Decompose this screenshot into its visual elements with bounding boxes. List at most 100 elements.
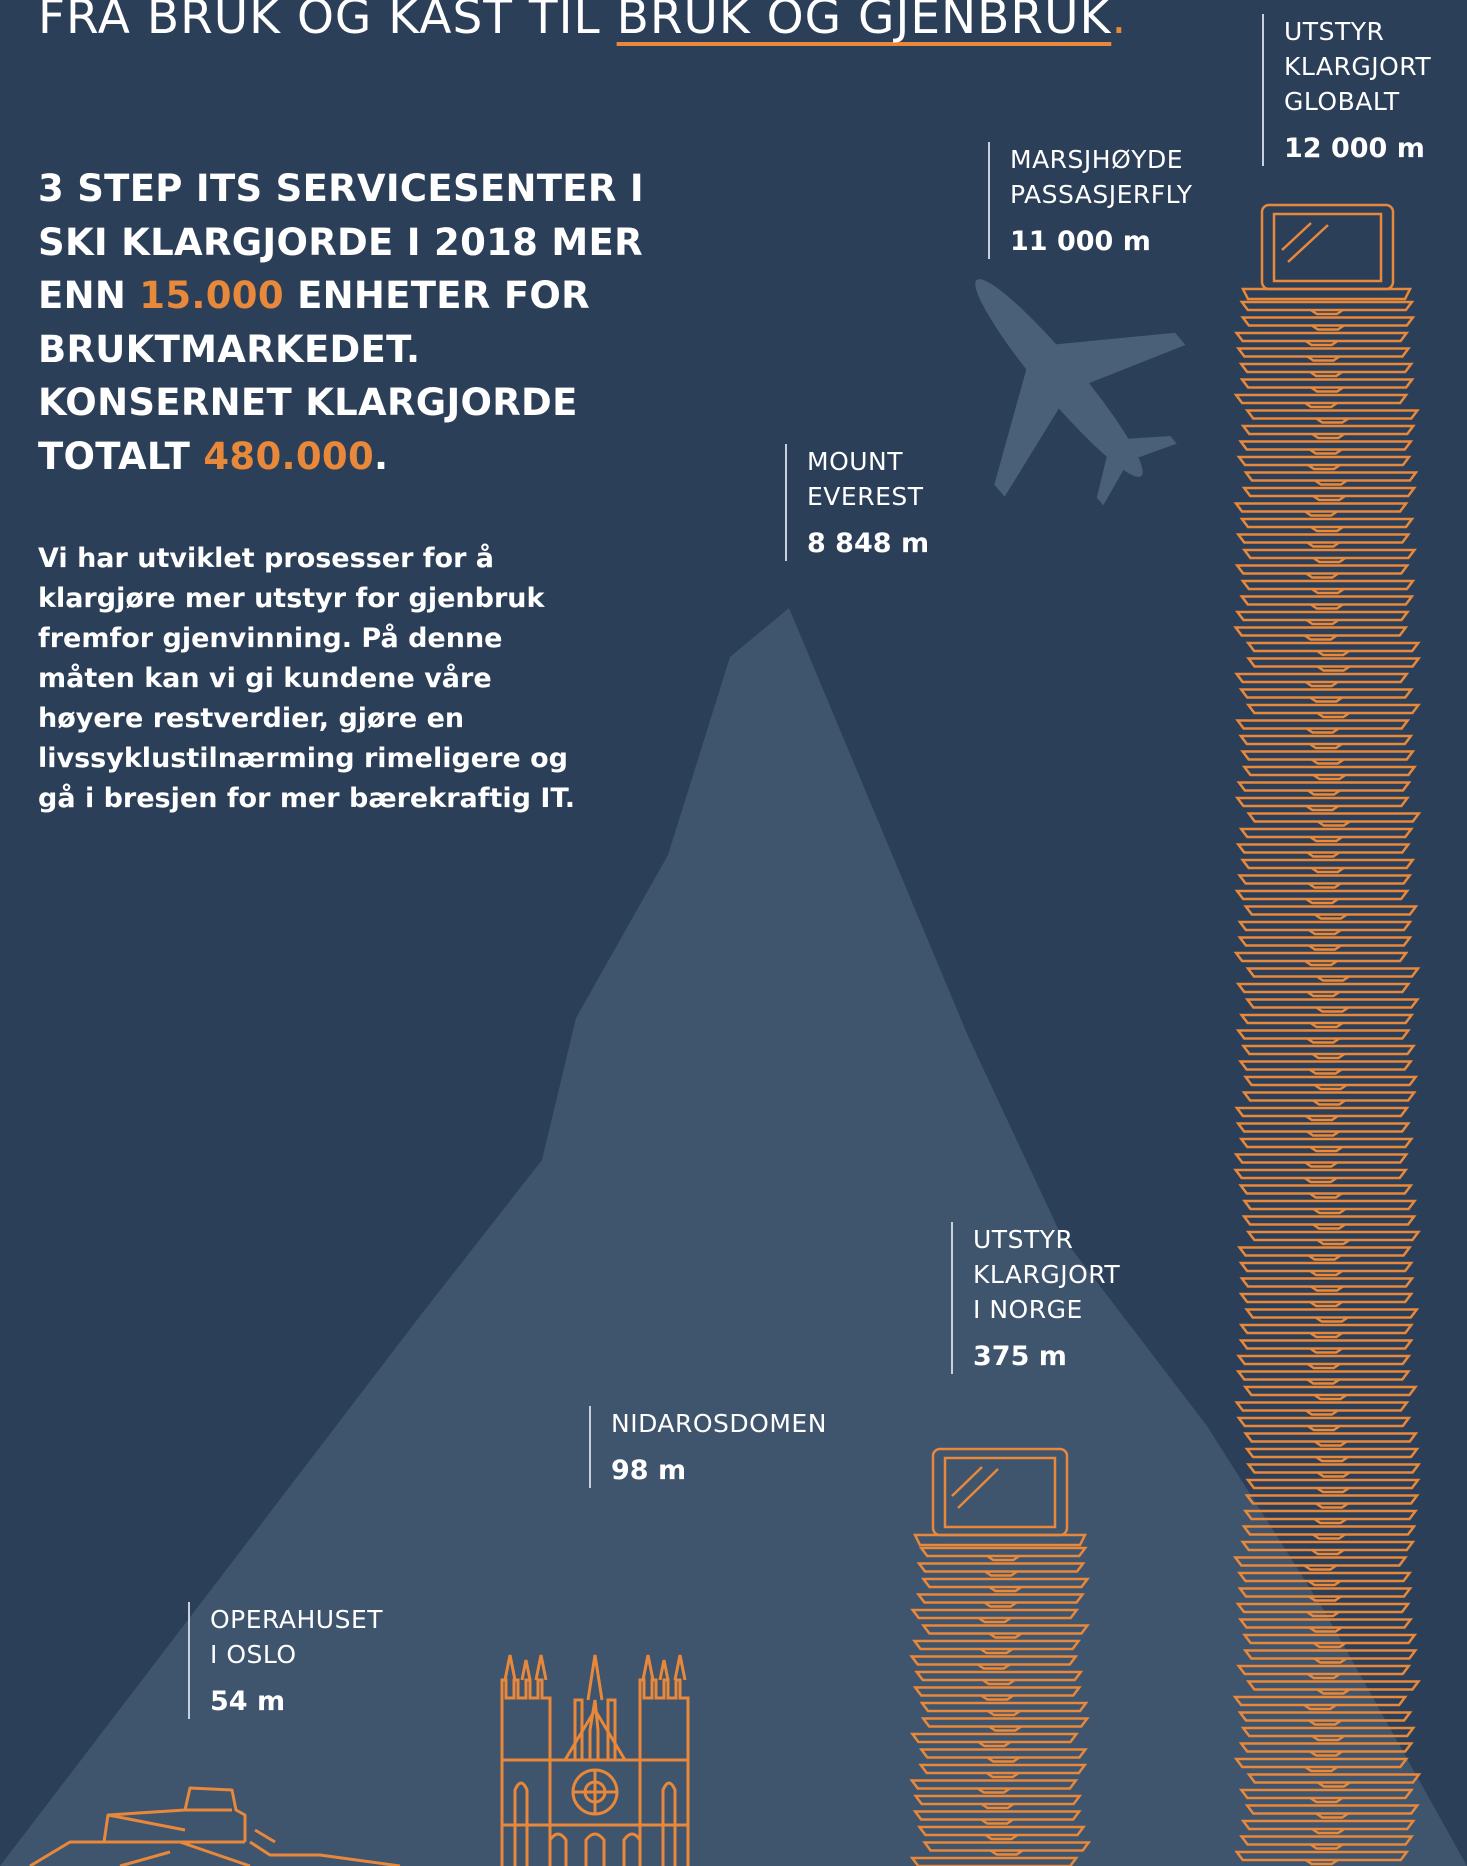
laptop-layer	[1235, 1602, 1411, 1614]
laptop-layer	[1234, 331, 1410, 343]
laptop-stack-layers	[909, 1546, 1092, 1866]
laptop-layer	[1234, 672, 1410, 684]
laptop-layer	[1238, 1137, 1414, 1149]
lead-highlight-1: 15.000	[139, 274, 284, 317]
laptop-layer	[1238, 1184, 1414, 1195]
laptop-layer-notch	[1310, 1285, 1344, 1292]
laptop-layer-notch	[1307, 789, 1341, 796]
laptop-layer	[1240, 1044, 1416, 1056]
laptop-layer-notch	[1316, 1688, 1351, 1695]
laptop-layer	[1234, 564, 1410, 575]
laptop-layer-notch	[1309, 1145, 1344, 1153]
callout-label: UTSTYR KLARGJORT I NORGE	[973, 1225, 1121, 1324]
laptop-layer	[1233, 1168, 1409, 1180]
laptop-layer	[1233, 951, 1409, 963]
laptop-layer-notch	[986, 1554, 1020, 1562]
laptop-layer	[1238, 1292, 1414, 1304]
laptop-layer	[1233, 393, 1409, 405]
laptop-layer-notch	[1305, 804, 1340, 812]
callout-value: 12 000 m	[1284, 133, 1425, 164]
laptop-layer-notch	[1306, 851, 1340, 858]
laptop-layer-notch	[1309, 1300, 1343, 1308]
laptop-layer	[1242, 1509, 1418, 1521]
callout-global: UTSTYR KLARGJORT GLOBALT 12 000 m	[1262, 14, 1431, 166]
laptop-layer	[1246, 812, 1422, 823]
callout-plane: MARSJHØYDE PASSASJERFLY 11 000 m	[988, 142, 1193, 259]
laptop-layer	[920, 1624, 1090, 1635]
laptop-layer	[1245, 1680, 1421, 1691]
laptop-layer-notch	[1310, 386, 1344, 393]
laptop-layer	[909, 1655, 1079, 1666]
laptop-layer-notch	[979, 1647, 1014, 1655]
laptop-layer	[922, 1841, 1092, 1852]
laptop-layer	[1235, 719, 1411, 730]
laptop-layer	[1243, 1075, 1419, 1087]
laptop-layer	[1235, 347, 1411, 358]
laptop-stack-layers	[1232, 300, 1422, 1866]
laptop-layer	[1240, 858, 1416, 870]
laptop-layer-notch	[986, 1756, 1021, 1763]
laptop-layer	[920, 1577, 1090, 1589]
laptop-layer	[1241, 1215, 1417, 1226]
laptop-layer-notch	[1312, 1641, 1347, 1649]
laptop-layer-notch	[986, 1771, 1020, 1779]
laptop-layer	[1239, 378, 1415, 389]
laptop-layer	[1242, 1199, 1418, 1211]
laptop-layer-notch	[1309, 696, 1343, 703]
laptop-layer	[1234, 889, 1410, 901]
laptop-layer	[1236, 455, 1412, 467]
laptop-layer	[1244, 998, 1420, 1009]
laptop-layer	[1233, 626, 1409, 637]
laptop-layer-notch	[1312, 773, 1347, 781]
laptop-layer	[918, 1546, 1088, 1558]
laptop-layer	[1244, 1308, 1420, 1319]
laptop-layer-notch	[1306, 1130, 1340, 1137]
laptop-layer-notch	[1309, 1750, 1343, 1757]
laptop-layer	[1235, 843, 1411, 854]
laptop-layer-notch	[977, 1740, 1012, 1748]
laptop-layer-notch	[1312, 1099, 1346, 1106]
laptop-layer-notch	[1308, 1719, 1342, 1726]
laptop-layer	[1241, 1525, 1417, 1536]
laptop-layer-notch	[1312, 1533, 1346, 1540]
laptop-layer-notch	[1306, 1378, 1341, 1385]
laptop-layer	[1236, 1664, 1412, 1676]
laptop-layer-notch	[1304, 510, 1338, 517]
laptop-layer-notch	[1316, 649, 1350, 657]
laptop-layer-notch	[1304, 1765, 1338, 1773]
laptop-layer-notch	[989, 1849, 1024, 1856]
callout-value: 11 000 m	[1010, 226, 1151, 257]
laptop-layer	[1237, 1571, 1413, 1583]
laptop-layer	[1243, 905, 1419, 916]
body-paragraph: Vi har utviklet prosesser for å klargjør…	[38, 543, 575, 814]
callout-label: NIDAROSDOMEN	[611, 1409, 827, 1438]
laptop-layer-notch	[1317, 820, 1351, 827]
laptop-layer	[1237, 936, 1413, 947]
laptop-layer	[1235, 982, 1411, 994]
laptop-layer-notch	[1305, 897, 1339, 905]
laptop-layer-notch	[1313, 1393, 1348, 1401]
laptop-layer-notch	[1303, 1564, 1338, 1571]
laptop-layer-notch	[1309, 1843, 1344, 1850]
laptop-layer	[1235, 1029, 1411, 1040]
laptop-layer	[1238, 1742, 1414, 1753]
laptop-layer-notch	[1309, 1796, 1344, 1804]
lead-highlight-2: 480.000	[203, 434, 374, 478]
laptop-layer-notch	[980, 1818, 1014, 1825]
callout-value: 375 m	[973, 1341, 1067, 1372]
laptop-layer-notch	[984, 1833, 1019, 1841]
laptop-layer	[1245, 1230, 1421, 1242]
laptop-layer	[1245, 641, 1421, 653]
laptop-layer	[1237, 1711, 1413, 1722]
laptop-layer	[1232, 1556, 1408, 1567]
title-part-3: .	[1111, 0, 1128, 45]
laptop-layer-notch	[1311, 587, 1345, 595]
callout-nidaros: NIDAROSDOMEN 98 m	[589, 1406, 827, 1488]
laptop-layer	[1240, 579, 1416, 591]
laptop-layer-notch	[1315, 1812, 1349, 1819]
laptop-layer	[1238, 1261, 1414, 1273]
laptop-layer	[1241, 765, 1417, 777]
laptop-layer-notch	[1305, 618, 1340, 626]
laptop-layer-notch	[1311, 758, 1345, 765]
laptop-layer-notch	[1312, 556, 1347, 564]
